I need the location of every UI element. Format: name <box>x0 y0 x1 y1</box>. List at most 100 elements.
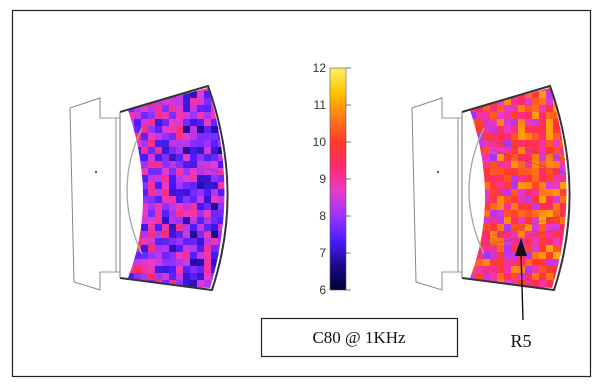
heat-cell <box>232 182 240 190</box>
heat-cell <box>190 154 198 162</box>
heat-cell <box>190 224 198 232</box>
heat-cell <box>183 133 191 141</box>
heat-cell <box>539 126 547 134</box>
heat-cell <box>553 266 561 274</box>
heat-cell <box>148 294 156 302</box>
heat-cell <box>239 112 247 120</box>
heat-cell <box>532 266 540 274</box>
heat-cell <box>511 231 519 239</box>
heat-cell <box>511 224 519 232</box>
heat-cell <box>546 91 554 99</box>
heat-cell <box>518 105 526 113</box>
heat-cell <box>462 259 470 267</box>
heat-cell <box>574 217 582 225</box>
colorbar-tick-label: 9 <box>319 172 326 186</box>
heat-cell <box>176 182 184 190</box>
heat-cell <box>162 266 170 274</box>
heat-cell <box>483 140 491 148</box>
heat-cell <box>525 238 533 246</box>
heat-cell <box>546 287 554 288</box>
heat-cell <box>490 245 498 253</box>
heat-cell <box>183 154 191 162</box>
heat-cell <box>197 294 205 302</box>
colorbar-scale <box>329 67 347 291</box>
heat-cell <box>518 161 526 169</box>
heat-cell <box>553 210 561 218</box>
heat-cell <box>504 105 512 113</box>
heat-cell <box>148 238 156 246</box>
heat-cell <box>490 203 498 211</box>
heat-cell <box>518 189 526 197</box>
heat-cell <box>497 119 505 127</box>
heat-cell <box>567 266 575 274</box>
heat-cell <box>560 147 567 155</box>
heat-cell <box>169 175 177 183</box>
left-stage-arc <box>126 127 143 255</box>
heat-cell <box>232 217 240 225</box>
right-stage <box>411 97 459 291</box>
heat-cell <box>490 196 498 204</box>
heat-cell <box>183 91 191 99</box>
heat-cell <box>183 273 191 281</box>
heat-cell <box>183 287 191 288</box>
heat-cell <box>581 210 589 218</box>
heat-cell <box>518 168 526 176</box>
heat-cell <box>574 294 582 302</box>
heat-cell <box>470 287 477 288</box>
heat-cell <box>197 91 205 99</box>
heat-cell <box>546 112 554 120</box>
heat-cell <box>567 84 575 92</box>
heat-cell <box>190 168 198 176</box>
heat-cell <box>218 224 225 232</box>
heat-cell <box>574 231 582 239</box>
heat-cell <box>525 294 533 302</box>
heat-cell <box>190 196 198 204</box>
heat-cell <box>120 280 128 288</box>
heat-cell <box>239 119 247 127</box>
colorbar-tick-label: 6 <box>319 283 326 297</box>
heat-cell <box>490 133 498 141</box>
heat-cell <box>183 252 191 260</box>
heat-cell <box>218 168 225 176</box>
heat-cell <box>190 252 198 260</box>
heat-cell <box>204 154 212 162</box>
heat-cell <box>232 91 240 99</box>
heat-cell <box>483 189 491 197</box>
heat-cell <box>155 210 163 218</box>
heat-cell <box>567 147 575 155</box>
heat-cell <box>148 126 156 134</box>
colorbar-ticks: 12 11 10 9 8 7 6 <box>313 61 351 297</box>
heat-cell <box>169 126 177 134</box>
heat-cell <box>525 119 533 127</box>
heat-cell <box>497 147 505 155</box>
heat-cell <box>190 105 198 113</box>
heat-cell <box>560 287 567 288</box>
heat-cell <box>169 147 177 155</box>
heat-cell <box>134 168 142 176</box>
heat-cell <box>225 182 233 190</box>
heat-cell <box>141 252 149 260</box>
heat-cell <box>218 189 225 197</box>
heat-cell <box>553 196 561 204</box>
heat-cell <box>141 224 149 232</box>
heat-cell <box>128 182 135 190</box>
heat-cell <box>581 105 589 113</box>
heat-cell <box>574 161 582 169</box>
heat-cell <box>176 245 184 253</box>
heat-cell <box>128 88 135 92</box>
heat-cell <box>546 175 554 183</box>
heat-cell <box>574 266 582 274</box>
heat-cell <box>532 161 540 169</box>
heat-cell <box>581 259 589 267</box>
heat-cell <box>204 112 212 120</box>
heat-cell <box>497 245 505 253</box>
heat-cell <box>176 294 184 302</box>
heat-cell <box>539 259 547 267</box>
heat-cell <box>483 154 491 162</box>
heat-cell <box>560 98 567 106</box>
heat-cell <box>470 189 477 197</box>
heat-cell <box>134 91 142 99</box>
heat-cell <box>511 147 519 155</box>
heat-cell <box>197 273 205 281</box>
heat-cell <box>120 196 128 204</box>
